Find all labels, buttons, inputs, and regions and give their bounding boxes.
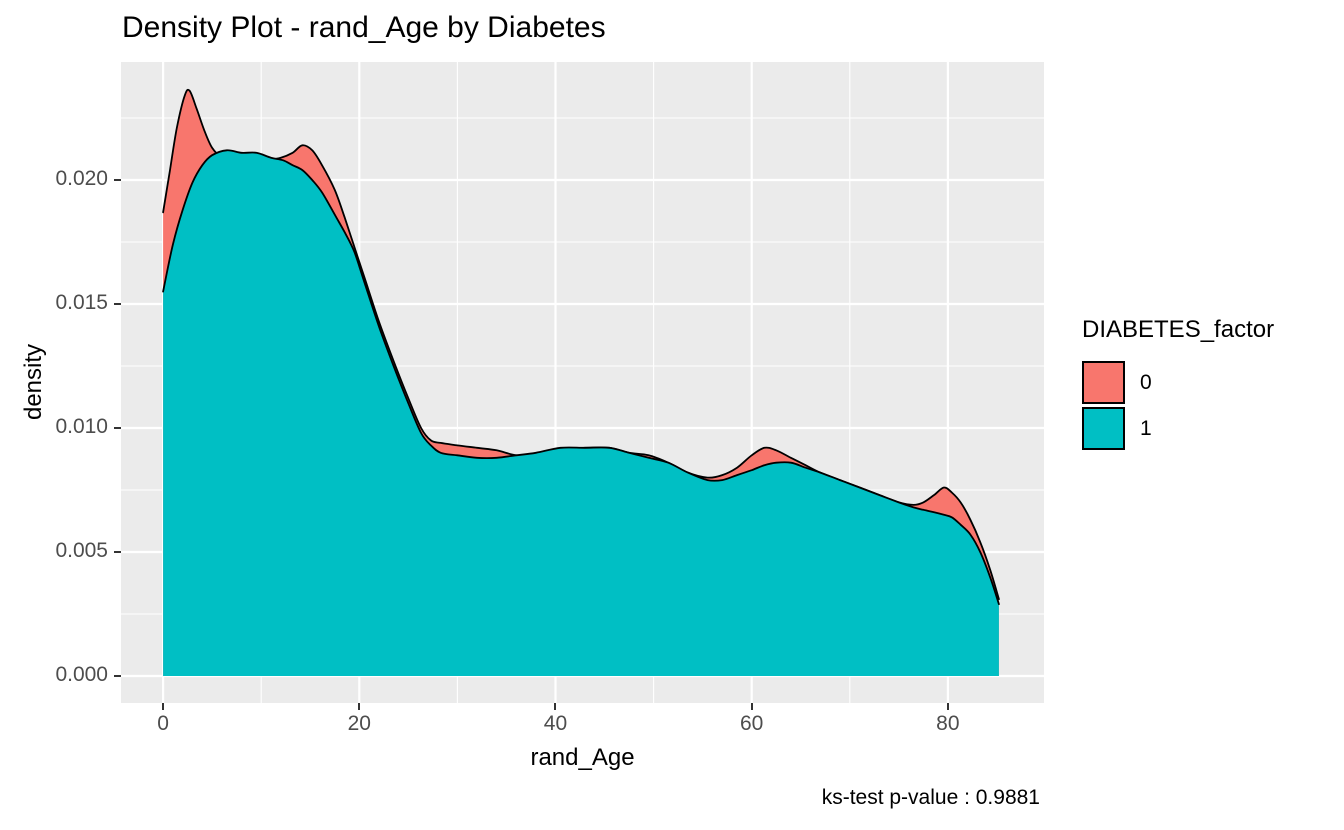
y-tick-label: 0.010 (55, 415, 108, 438)
legend-item: 0 (1082, 361, 1274, 404)
x-tick-label: 0 (157, 712, 169, 735)
x-tick-label: 40 (543, 712, 568, 735)
density-chart (121, 62, 1044, 703)
x-tick-label: 20 (347, 712, 371, 735)
x-tick-mark (358, 703, 361, 710)
x-tick-mark (946, 703, 949, 710)
legend-item: 1 (1082, 407, 1274, 450)
y-tick-label: 0.015 (55, 291, 108, 315)
y-tick-label: 0.020 (55, 167, 108, 191)
x-tick-mark (162, 703, 165, 710)
y-tick-mark (114, 550, 121, 553)
density-area-1 (163, 150, 999, 676)
y-axis-title: density (20, 343, 47, 421)
x-tick-mark (554, 703, 557, 710)
legend-title: DIABETES_factor (1082, 316, 1275, 343)
plot-title: Density Plot - rand_Age by Diabetes (122, 11, 606, 44)
x-tick-label: 60 (739, 712, 764, 735)
y-tick-mark (114, 179, 121, 182)
plot-panel (121, 62, 1044, 703)
y-tick-label: 0.005 (55, 538, 108, 562)
x-tick-label: 80 (936, 712, 960, 735)
y-tick-label: 0.000 (55, 662, 108, 686)
caption: ks-test p-value : 0.9881 (821, 786, 1040, 809)
y-tick-mark (114, 427, 121, 429)
y-tick-mark (114, 674, 121, 677)
legend-swatch-0 (1082, 361, 1125, 404)
legend-label-1: 1 (1140, 416, 1152, 440)
y-tick-mark (114, 303, 121, 306)
density-outline-1 (162, 149, 1000, 605)
legend: DIABETES_factor 0 1 (1082, 316, 1274, 453)
x-tick-mark (750, 703, 753, 710)
legend-label-0: 0 (1140, 370, 1152, 394)
legend-swatch-1 (1082, 407, 1125, 450)
x-axis-title: rand_Age (530, 744, 635, 771)
